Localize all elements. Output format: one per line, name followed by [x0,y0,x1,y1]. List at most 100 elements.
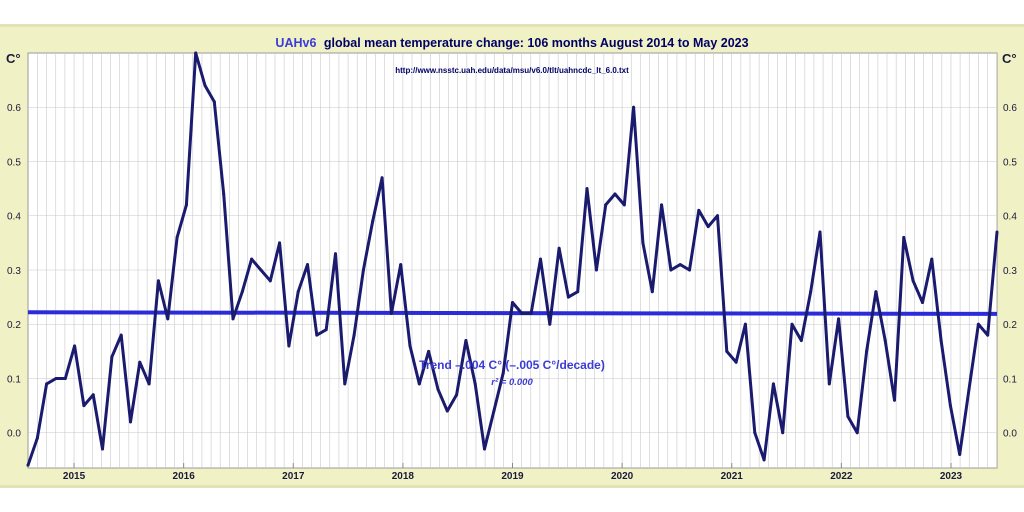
data-point [278,241,282,245]
data-point [855,431,859,435]
data-point [641,241,645,245]
data-point [874,290,878,294]
data-point [511,301,514,305]
data-point [948,404,952,408]
x-tick-label: 2015 [63,471,86,482]
data-point [101,447,105,451]
data-point [501,371,505,375]
title-text: global mean temperature change: 106 mont… [324,36,749,50]
y-tick-label: 0.4 [7,212,21,223]
data-point [799,339,803,343]
y-tick-label: 0.1 [7,374,21,385]
trend-label: Trend –.004 C° (–.005 C°/decade) [419,358,605,372]
data-point [678,263,682,267]
data-point [212,100,216,104]
data-point [352,333,356,337]
data-point [399,263,403,267]
data-point [445,409,449,413]
data-point [818,230,822,234]
x-tick-label: 2020 [611,471,634,482]
data-point [464,339,468,343]
data-point [222,192,226,196]
data-point [343,382,347,386]
data-point [529,311,533,315]
y-tick-label: 0.5 [7,157,21,168]
data-point [455,393,459,397]
data-point [520,311,524,315]
data-point [26,463,30,467]
data-point [697,208,701,212]
data-point [371,219,375,223]
x-tick-label: 2016 [173,471,196,482]
data-point [827,382,831,386]
data-point [82,404,86,408]
data-point [63,376,67,380]
data-point [576,290,580,294]
y-tick-label: 0.1 [1003,374,1017,385]
data-point [194,51,198,55]
data-point [361,268,365,272]
data-point [939,339,943,343]
data-point [427,349,431,353]
data-point [483,447,487,451]
data-point [706,225,710,229]
x-tick-label: 2019 [501,471,524,482]
data-point [883,339,887,343]
data-point [119,333,123,337]
data-point [296,290,300,294]
data-point [231,317,235,321]
y-tick-label: 0.6 [1003,103,1017,114]
data-point [920,301,924,305]
data-point [613,192,617,196]
data-point [417,382,421,386]
data-point [436,387,440,391]
data-point [110,355,114,359]
data-point [333,252,337,256]
data-point [566,295,570,299]
data-point [203,84,207,88]
y-tick-labels-left: 0.0 0.1 0.2 0.3 0.4 0.5 0.6 [7,103,21,439]
data-point [91,393,95,397]
y-tick-label: 0.4 [1003,212,1017,223]
data-point [753,431,757,435]
trend-r2-label: r² = 0.000 [491,377,533,388]
horizontal-gridlines [28,106,997,434]
data-point [837,317,841,321]
data-point [492,409,496,413]
y-tick-label: 0.3 [7,266,21,277]
y-tick-label: 0.0 [7,429,21,440]
data-point [902,235,906,239]
data-point [594,268,598,272]
data-point [184,203,188,207]
data-point [734,360,738,364]
data-point [650,290,654,294]
data-point [846,414,850,418]
y-tick-label: 0.6 [7,103,21,114]
data-point [250,257,254,261]
chart-title: UAHv6 global mean temperature change: 10… [275,36,748,50]
y-tick-label: 0.5 [1003,157,1017,168]
data-point [893,398,897,402]
chart-subtitle: http://www.nsstc.uah.edu/data/msu/v6.0/t… [395,66,629,75]
data-point [548,322,552,326]
x-tick-label: 2023 [940,471,963,482]
data-point [473,382,477,386]
data-point [268,279,272,283]
title-accent: UAHv6 [275,36,316,50]
data-point [138,360,142,364]
data-point [604,203,608,207]
data-point [45,382,49,386]
data-point [585,187,589,191]
vertical-gridlines [37,53,997,468]
y-tick-labels-right: 0.0 0.1 0.2 0.3 0.4 0.5 0.6 [1003,103,1017,439]
data-point [35,436,39,440]
data-point [781,431,785,435]
y-tick-label: 0.3 [1003,266,1017,277]
y-tick-label: 0.2 [7,320,21,331]
data-point [688,268,692,272]
data-point [911,279,915,283]
x-tick-label: 2021 [721,471,744,482]
data-point [995,230,999,234]
data-point [389,311,393,315]
data-point [725,349,729,353]
